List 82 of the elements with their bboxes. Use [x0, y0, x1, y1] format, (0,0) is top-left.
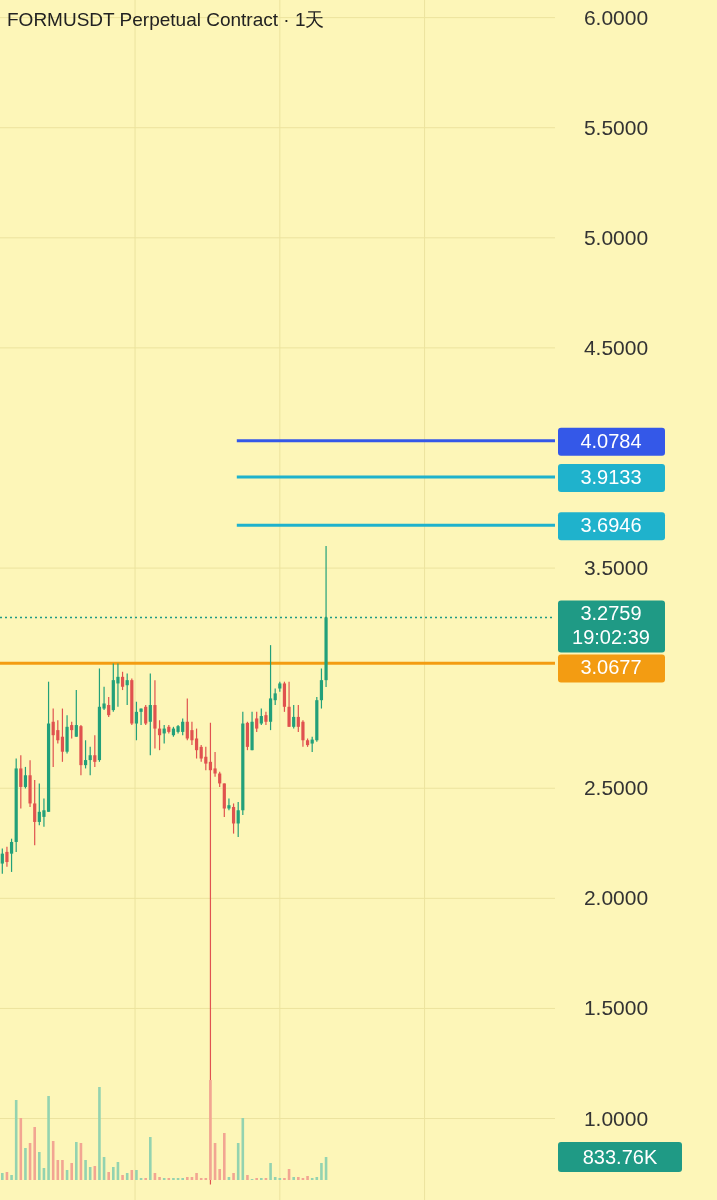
candlestick	[60, 707, 65, 763]
bar	[158, 1177, 161, 1180]
bar	[33, 1127, 36, 1180]
bar	[149, 1137, 152, 1180]
bar	[218, 1169, 221, 1180]
candlestick	[33, 779, 37, 846]
y-tick-label: 5.0000	[583, 225, 649, 249]
candlestick	[190, 721, 194, 746]
y-tick-label: 3.5000	[583, 556, 649, 580]
candlestick	[139, 707, 143, 726]
text: FORMUSDT Perpetual Contract · 1天	[7, 9, 325, 30]
candlestick	[236, 801, 240, 838]
bar	[246, 1175, 249, 1180]
ref-line-label: 3.0677	[580, 656, 642, 679]
candlestick	[93, 734, 97, 768]
bar	[195, 1173, 198, 1180]
ref-line-label: 4.0784	[580, 429, 642, 452]
bar	[38, 1152, 41, 1180]
y-tick-label: 1.5000	[583, 996, 649, 1020]
candlestick	[255, 711, 259, 733]
candlestick	[282, 681, 287, 713]
y-tick-label: 6.0000	[583, 5, 649, 29]
candlestick	[116, 662, 120, 708]
candlestick	[134, 701, 139, 741]
bar	[297, 1177, 300, 1180]
ref-line-label: 3.6946	[580, 514, 642, 537]
bar	[121, 1175, 124, 1180]
candlestick	[301, 719, 305, 748]
bar	[186, 1177, 189, 1180]
candlestick	[194, 727, 199, 760]
candlestick	[204, 746, 208, 771]
candlestick	[268, 644, 273, 731]
y-tick-label: 5.5000	[583, 115, 649, 139]
candlestick	[19, 754, 23, 810]
bar	[112, 1167, 115, 1180]
y-tick-label: 4.5000	[583, 335, 649, 359]
bar	[1, 1173, 4, 1180]
bar	[107, 1172, 110, 1180]
bar	[70, 1163, 73, 1180]
candlestick	[83, 739, 88, 770]
bar	[306, 1176, 309, 1180]
ref-line-label: 3.2759 19:02:39	[572, 602, 650, 649]
candlestick	[88, 746, 92, 776]
bar	[223, 1133, 226, 1180]
candlestick	[5, 846, 9, 868]
candlestick	[120, 671, 125, 691]
bar	[24, 1148, 27, 1180]
text: 833.76K	[582, 1146, 658, 1168]
candlestick	[213, 751, 217, 778]
candlestick	[74, 689, 78, 738]
candlestick	[51, 707, 55, 768]
bar	[320, 1163, 323, 1180]
candlestick	[148, 672, 152, 756]
candlestick	[153, 679, 157, 749]
bar	[47, 1096, 50, 1180]
candlestick	[144, 704, 148, 726]
y-tick-label: 1.0000	[583, 1106, 649, 1130]
ref-line-label: 3.9133	[580, 466, 642, 489]
bar	[292, 1177, 295, 1180]
bar	[98, 1087, 101, 1180]
candlestick	[319, 667, 324, 710]
candlestick	[107, 696, 111, 718]
bar	[135, 1170, 138, 1180]
candlestick	[227, 798, 231, 811]
candlestick	[231, 802, 236, 835]
candlestick	[56, 719, 60, 745]
candlestick	[245, 721, 250, 751]
candlestick	[292, 704, 296, 730]
bar	[209, 1080, 212, 1180]
bar	[84, 1160, 87, 1180]
candlestick	[23, 766, 28, 790]
y-tick-label: 2.0000	[583, 886, 649, 910]
y-tick-label: 2.5000	[583, 776, 649, 800]
candlestick	[9, 838, 14, 873]
bar	[61, 1160, 64, 1180]
candlestick	[0, 847, 4, 875]
candlestick	[287, 681, 291, 728]
bar	[10, 1175, 13, 1180]
bar	[269, 1163, 272, 1180]
candlestick	[125, 672, 129, 706]
bar	[232, 1173, 235, 1180]
bar	[75, 1142, 78, 1180]
